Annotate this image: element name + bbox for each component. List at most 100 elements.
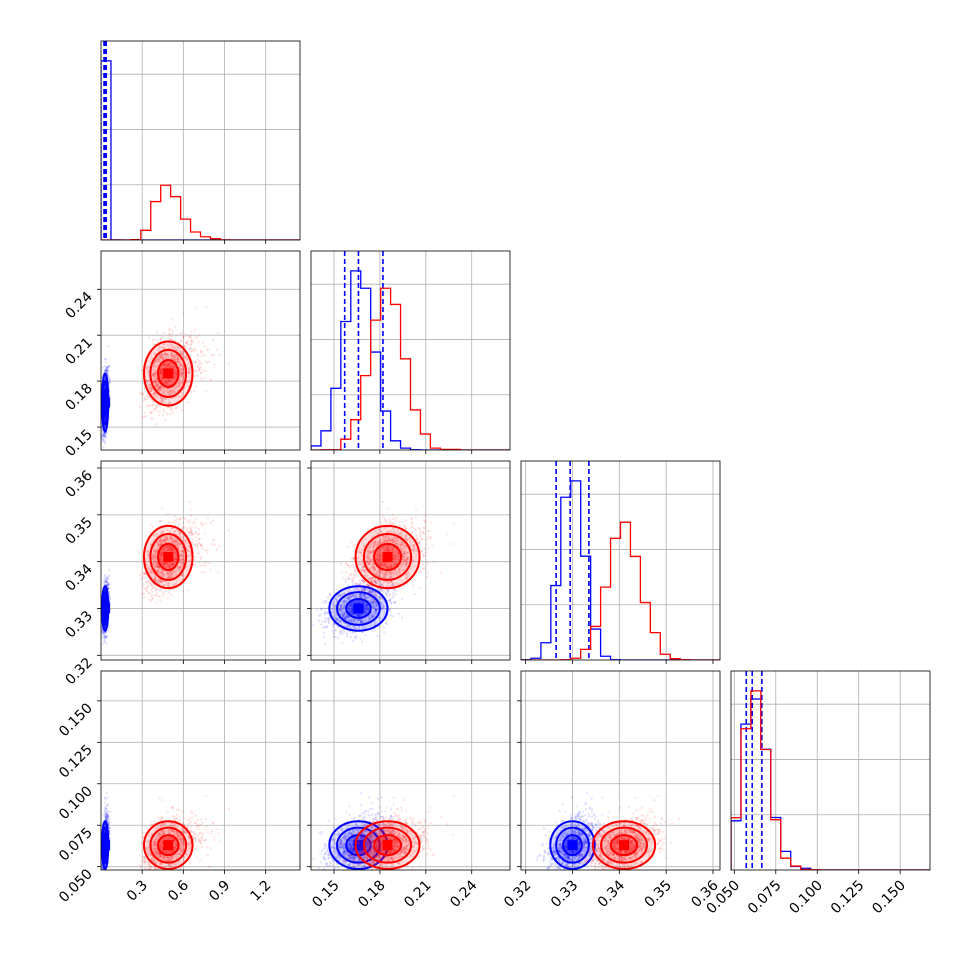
scatter-point	[157, 389, 161, 392]
scatter-point	[142, 415, 146, 418]
scatter-point	[168, 402, 171, 405]
scatter-point	[186, 400, 189, 404]
scatter-point	[177, 360, 180, 363]
scatter-point	[194, 385, 197, 388]
scatter-point	[104, 409, 107, 412]
scatter-point	[174, 407, 177, 410]
scatter-point	[189, 340, 192, 343]
scatter-point	[161, 378, 164, 381]
scatter-point	[104, 387, 107, 390]
scatter-point	[105, 579, 108, 582]
scatter-point	[146, 381, 149, 384]
scatter-point	[181, 377, 184, 380]
scatter-point	[151, 404, 154, 407]
scatter-point	[189, 336, 192, 339]
scatter-point	[163, 392, 166, 395]
scatter-point	[187, 372, 190, 375]
scatter-point	[103, 395, 106, 398]
scatter-point	[104, 387, 107, 390]
scatter-point	[107, 345, 110, 348]
scatter-point	[153, 371, 156, 374]
scatter-point	[155, 406, 159, 409]
scatter-point	[184, 358, 187, 361]
scatter-point	[166, 363, 169, 366]
scatter-point	[174, 359, 177, 362]
scatter-point	[141, 416, 144, 419]
scatter-point	[178, 369, 182, 372]
scatter-point	[167, 362, 170, 366]
scatter-point	[104, 393, 107, 397]
scatter-point	[200, 556, 203, 559]
scatter-point	[165, 364, 169, 367]
scatter-point	[103, 387, 107, 390]
scatter-point	[163, 382, 166, 385]
scatter-point	[175, 348, 178, 352]
scatter-point	[156, 358, 159, 361]
scatter-point	[156, 395, 160, 398]
scatter-point	[103, 407, 106, 410]
scatter-point	[178, 366, 181, 369]
scatter-point	[154, 373, 157, 376]
scatter-point	[102, 433, 105, 436]
y-tick-label: 0.18	[62, 381, 95, 414]
scatter-point	[154, 383, 157, 386]
scatter-point	[103, 394, 106, 397]
scatter-point	[167, 406, 170, 409]
scatter-point	[102, 438, 105, 441]
scatter-point	[107, 577, 110, 580]
scatter-point	[179, 363, 182, 366]
scatter-point	[170, 405, 173, 409]
scatter-point	[104, 394, 107, 397]
scatter-point	[104, 595, 107, 598]
scatter-point	[102, 636, 105, 639]
scatter-point	[197, 360, 201, 363]
scatter-point	[180, 340, 183, 343]
scatter-point	[104, 408, 107, 411]
scatter-point	[173, 387, 177, 390]
scatter-point	[104, 613, 107, 616]
scatter-point	[103, 385, 106, 388]
scatter-point	[104, 394, 107, 397]
scatter-point	[171, 352, 174, 355]
scatter-point	[159, 338, 162, 341]
scatter-point	[189, 372, 192, 375]
scatter-point	[154, 393, 157, 396]
scatter-point	[158, 348, 161, 351]
scatter-point	[105, 366, 109, 369]
scatter-point	[104, 409, 107, 412]
scatter-point	[103, 387, 106, 390]
scatter-point	[160, 346, 163, 349]
scatter-point	[171, 366, 174, 369]
scatter-point	[103, 639, 106, 643]
scatter-point	[163, 382, 166, 385]
scatter-point	[149, 390, 152, 393]
scatter-point	[168, 401, 171, 404]
scatter-point	[156, 388, 159, 391]
scatter-point	[104, 409, 107, 412]
scatter-point	[149, 386, 152, 389]
scatter-point	[158, 361, 161, 364]
scatter-point	[173, 369, 176, 372]
scatter-point	[154, 381, 157, 384]
scatter-point	[104, 595, 107, 598]
scatter-point	[182, 335, 185, 338]
scatter-point	[201, 341, 204, 344]
scatter-point	[104, 395, 107, 398]
scatter-point	[104, 407, 107, 411]
scatter-point	[151, 594, 154, 597]
scatter-point	[102, 435, 105, 438]
scatter-point	[175, 371, 178, 374]
scatter-point	[175, 356, 178, 359]
scatter-point	[154, 392, 157, 395]
scatter-point	[147, 385, 150, 388]
scatter-point	[155, 384, 159, 387]
scatter-point	[146, 589, 149, 593]
scatter-point	[143, 572, 146, 575]
scatter-point	[157, 389, 160, 392]
scatter-point	[156, 396, 159, 399]
scatter-point	[174, 354, 177, 357]
scatter-point	[172, 355, 175, 358]
scatter-point	[161, 354, 164, 357]
scatter-point	[160, 377, 163, 380]
scatter-point	[106, 582, 110, 586]
